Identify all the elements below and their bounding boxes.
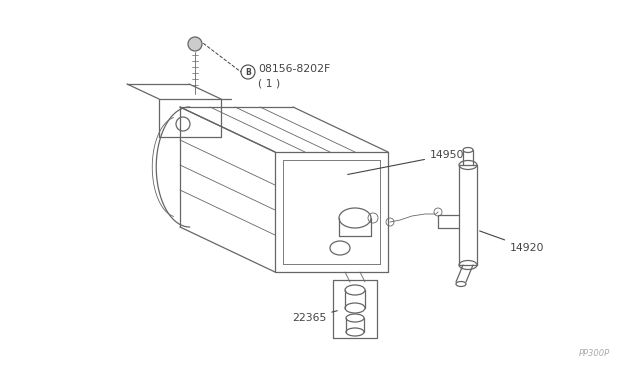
Text: 14950: 14950 bbox=[348, 150, 465, 174]
Text: 08156-8202F: 08156-8202F bbox=[258, 64, 330, 74]
Text: B: B bbox=[245, 67, 251, 77]
Text: 22365: 22365 bbox=[292, 311, 337, 323]
Text: ( 1 ): ( 1 ) bbox=[258, 78, 280, 88]
Text: PP300P: PP300P bbox=[579, 349, 610, 358]
Text: 14920: 14920 bbox=[479, 231, 545, 253]
Circle shape bbox=[188, 37, 202, 51]
